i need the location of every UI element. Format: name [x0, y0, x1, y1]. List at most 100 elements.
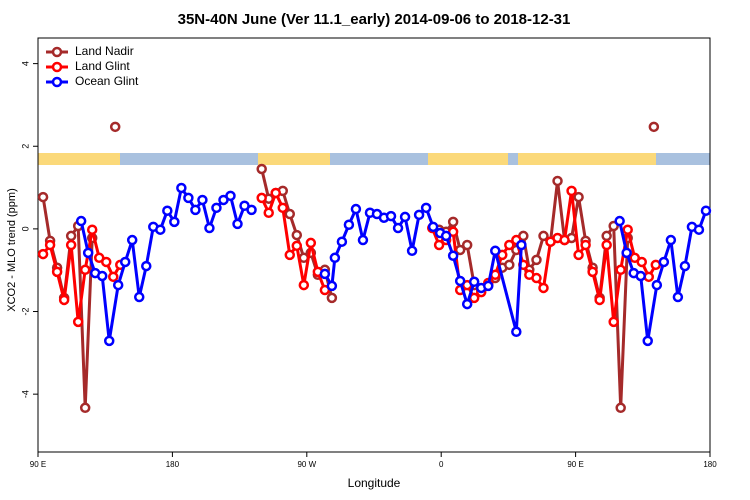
land-mask-band: [38, 153, 710, 165]
data-point: [263, 207, 274, 219]
x-tick-label: 90 W: [297, 460, 316, 469]
legend-marker: [51, 76, 63, 88]
data-point: [291, 240, 303, 252]
land-band: [428, 153, 508, 165]
data-point: [141, 260, 152, 272]
data-point: [119, 256, 131, 268]
data-point: [58, 294, 70, 306]
data-point: [225, 190, 236, 202]
data-point: [531, 254, 542, 266]
data-point: [427, 221, 439, 233]
data-point: [679, 260, 691, 272]
data-point: [566, 185, 577, 197]
y-tick-label: -4: [20, 390, 30, 398]
data-point: [635, 270, 646, 282]
data-point: [693, 224, 705, 235]
data-point: [326, 280, 338, 292]
data-point: [319, 268, 331, 280]
data-point: [490, 245, 501, 257]
data-point: [622, 224, 633, 235]
series-line: [260, 191, 327, 291]
data-point: [658, 256, 670, 268]
data-point: [232, 218, 243, 230]
data-point: [642, 335, 653, 347]
data-point: [700, 205, 712, 216]
data-point: [204, 222, 215, 234]
data-point: [65, 239, 77, 251]
data-point: [343, 219, 355, 231]
plot-area: [37, 121, 712, 414]
y-tick-label: -2: [20, 308, 30, 316]
data-point: [96, 270, 108, 282]
data-point: [614, 215, 625, 227]
data-point: [176, 182, 187, 194]
data-point: [256, 192, 267, 204]
land-band: [518, 153, 656, 165]
data-point: [636, 256, 648, 268]
x-tick-label: 90 E: [30, 460, 46, 469]
data-point: [190, 204, 201, 216]
data-point: [587, 266, 598, 278]
data-point: [559, 234, 570, 246]
data-point: [298, 279, 310, 291]
data-point: [103, 335, 115, 347]
data-point: [169, 216, 180, 228]
data-point: [385, 210, 397, 222]
data-point: [608, 316, 619, 328]
data-point: [672, 291, 684, 303]
data-point: [447, 250, 459, 261]
data-point: [650, 259, 662, 271]
data-point: [284, 249, 296, 261]
data-point: [86, 224, 98, 235]
data-point: [305, 237, 317, 249]
legend-label: Land Glint: [75, 59, 130, 73]
data-point: [413, 209, 425, 221]
data-point: [580, 239, 591, 251]
x-axis-label: Longitude: [348, 476, 401, 490]
data-point: [133, 291, 145, 303]
data-point: [504, 239, 515, 251]
legend-label: Ocean Glint: [75, 74, 139, 88]
data-point: [37, 248, 49, 260]
data-point: [277, 202, 289, 214]
data-point: [531, 272, 542, 284]
data-point: [211, 202, 222, 214]
data-point: [44, 239, 56, 251]
data-point: [399, 211, 411, 223]
data-point: [420, 202, 432, 214]
data-point: [350, 203, 362, 215]
data-point: [461, 239, 473, 251]
data-point: [406, 245, 418, 257]
data-point: [37, 191, 49, 203]
data-point: [126, 234, 138, 246]
data-point: [552, 175, 563, 187]
plot-frame: [37, 37, 711, 453]
data-point: [482, 280, 494, 292]
data-point: [82, 247, 94, 259]
data-point: [538, 230, 549, 242]
data-point: [468, 276, 480, 288]
data-point: [454, 275, 466, 287]
y-tick-label: 4: [20, 61, 30, 66]
chart-title: 35N-40N June (Ver 11.1_early) 2014-09-06…: [178, 11, 571, 28]
data-point: [291, 229, 303, 241]
y-axis-label: XCO2 - MLO trend (ppm): [6, 188, 18, 311]
legend-marker: [51, 61, 63, 73]
data-point: [75, 215, 87, 227]
x-tick-label: 180: [703, 460, 717, 469]
data-point: [329, 252, 341, 264]
data-point: [155, 224, 166, 235]
y-tick-label: 0: [20, 226, 30, 231]
data-point: [601, 230, 612, 242]
data-point: [357, 234, 369, 246]
data-point: [433, 239, 445, 251]
data-point: [162, 205, 173, 216]
data-point: [643, 271, 655, 283]
data-point: [72, 316, 84, 328]
data-point: [256, 163, 267, 175]
data-point: [538, 282, 549, 294]
data-point: [440, 230, 452, 242]
x-tick-label: 180: [166, 460, 180, 469]
data-point: [79, 264, 91, 276]
